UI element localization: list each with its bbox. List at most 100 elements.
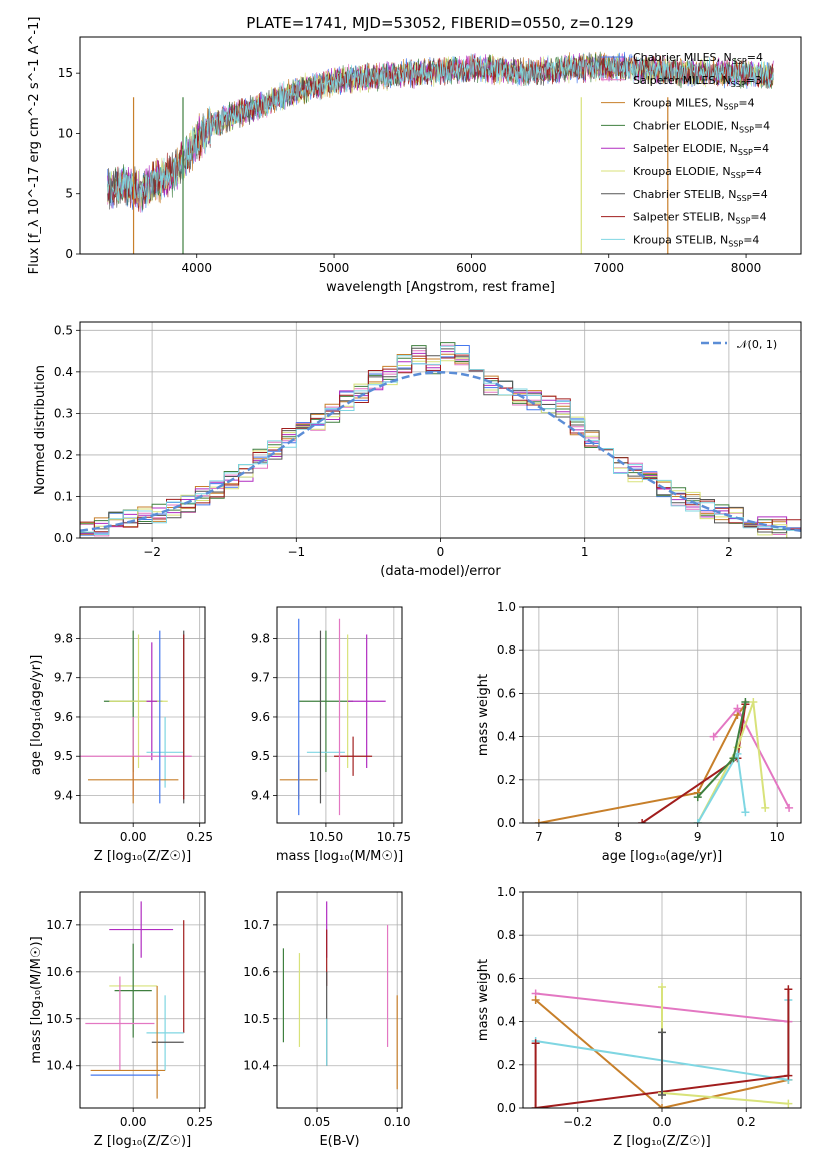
legend-label: 𝒩(0, 1) <box>737 338 777 351</box>
weight-marker <box>534 819 543 823</box>
weight-marker <box>784 985 793 994</box>
panel-age-vs-Z: 0.00 0.25 9.4 9.5 9.6 9.7 9.8 Z [log₁₀(Z/Z☉)] ag… <box>29 606 213 864</box>
errorbar-point <box>334 736 373 776</box>
weight-line <box>661 987 789 1105</box>
y-tick-label: 0.4 <box>497 1015 516 1029</box>
x-tick-label: 10.75 <box>377 830 411 844</box>
y-tick-label: 0 <box>65 247 73 261</box>
errorbar-point <box>109 901 174 958</box>
y-tick-label: 0.4 <box>497 730 516 744</box>
y-axis-label: age [log₁₀(age/yr)] <box>29 655 44 776</box>
weight-marker <box>658 1028 666 1037</box>
weight-marker <box>531 1104 540 1108</box>
weight-marker <box>784 1099 793 1108</box>
weight-marker <box>784 1071 793 1080</box>
weight-marker <box>658 1091 666 1100</box>
x-tick-label: 10.50 <box>309 830 343 844</box>
histogram-step <box>80 345 801 535</box>
y-tick-label: 0.5 <box>54 323 73 337</box>
y-tick-label: 9.8 <box>251 631 270 645</box>
x-axis-label: age [log₁₀(age/yr)] <box>602 849 723 864</box>
y-tick-label: 5 <box>65 187 73 201</box>
y-tick-label: 9.7 <box>251 671 270 685</box>
weight-marker <box>658 1104 666 1108</box>
y-tick-label: 1.0 <box>497 600 516 614</box>
panel-spectrum: 4000 5000 6000 7000 8000 0 5 10 15 wavelength [An… <box>27 17 802 295</box>
y-axis-label: mass [log₁₀(M/M☉)] <box>29 936 44 1063</box>
errorbar-point <box>114 943 152 1038</box>
x-tick-label: 8 <box>614 830 622 844</box>
weight-marker <box>741 698 750 707</box>
legend-label: Chabrier MILES, NSSP=4 <box>633 51 763 66</box>
x-tick-label: −0.2 <box>563 1115 592 1129</box>
axes-frame <box>79 891 206 1109</box>
y-tick-label: 0.8 <box>497 928 516 942</box>
x-tick-label: 10 <box>770 830 785 844</box>
weight-line <box>534 999 789 1108</box>
axes-frame <box>522 891 802 1109</box>
x-tick-label: 0 <box>437 545 445 559</box>
x-tick-label: 0.10 <box>384 1115 411 1129</box>
weight-marker <box>693 793 702 802</box>
y-tick-label: 9.6 <box>54 710 73 724</box>
panel-weight-vs-age: 7 8 9 10 0.0 0.2 0.4 0.6 0.8 1.0 age [log₁₀(age/yr… <box>476 600 802 864</box>
legend-label: Kroupa STELIB, NSSP=4 <box>633 233 759 248</box>
weight-marker <box>531 1039 540 1048</box>
axes-frame <box>79 606 206 824</box>
y-axis-label: mass weight <box>476 674 491 756</box>
spectrum-line <box>107 52 774 207</box>
y-tick-label: 10.4 <box>243 1059 270 1073</box>
errorbar-point <box>347 634 386 769</box>
y-tick-label: 9.4 <box>54 789 73 803</box>
plot-area <box>531 983 793 1108</box>
errorbar-point <box>109 634 168 769</box>
weight-line <box>712 706 790 809</box>
panel-residuals: −2 −1 0 1 2 0.0 0.1 0.2 0.3 0.4 0.5 (data-model)/er… <box>33 321 802 579</box>
x-tick-label: 0.00 <box>120 1115 147 1129</box>
x-axis-label: (data-model)/error <box>380 564 501 579</box>
errorbar-point <box>85 976 155 1071</box>
x-tick-label: 0.00 <box>120 830 147 844</box>
weight-marker <box>749 698 758 707</box>
x-tick-label: 0.25 <box>186 1115 213 1129</box>
x-axis-label: wavelength [Angstrom, rest frame] <box>326 280 555 295</box>
y-axis-label: Flux [f_λ 10^-17 erg cm^-2 s^-1 A^-1] <box>27 17 42 275</box>
axes-frame <box>276 606 403 824</box>
y-axis-label: Normed distribution <box>33 365 48 495</box>
y-tick-label: 9.5 <box>251 749 270 763</box>
x-tick-label: 1 <box>581 545 589 559</box>
x-tick-label: −2 <box>143 545 161 559</box>
x-tick-label: 4000 <box>181 261 212 275</box>
plot-area <box>80 630 192 804</box>
x-tick-label: −1 <box>287 545 305 559</box>
y-tick-label: 10.6 <box>46 965 73 979</box>
plot-area <box>282 901 398 1090</box>
y-tick-label: 9.4 <box>251 789 270 803</box>
weight-line <box>538 703 747 823</box>
y-tick-label: 10.4 <box>46 1059 73 1073</box>
y-tick-label: 10.5 <box>243 1012 270 1026</box>
y-tick-label: 0.1 <box>54 489 73 503</box>
errorbar-point <box>298 630 354 772</box>
legend-label: Salpeter MILES, NSSP=3 <box>633 74 762 89</box>
y-tick-label: 10 <box>58 126 73 140</box>
legend-label: Salpeter STELIB, NSSP=4 <box>633 211 767 226</box>
weight-marker <box>741 808 750 817</box>
x-tick-label: 0.25 <box>186 830 213 844</box>
panel-age-vs-mass: 10.50 10.75 9.4 9.5 9.6 9.7 9.8 mass [log₁₀(M/M… <box>251 606 411 864</box>
weight-marker <box>729 754 738 763</box>
y-tick-label: 0.2 <box>54 448 73 462</box>
weight-marker <box>658 983 666 992</box>
gaussian-curve <box>80 371 801 532</box>
y-tick-label: 10.7 <box>243 918 270 932</box>
x-tick-label: 8000 <box>731 261 762 275</box>
y-tick-label: 10.7 <box>46 918 73 932</box>
x-tick-label: 0.0 <box>652 1115 671 1129</box>
plot-area <box>80 342 801 538</box>
errorbar-point <box>146 995 184 1071</box>
y-tick-label: 0.4 <box>54 365 73 379</box>
errorbar-point <box>146 716 184 788</box>
x-tick-label: 7000 <box>593 261 624 275</box>
x-axis-label: Z [log₁₀(Z/Z☉)] <box>613 1134 710 1149</box>
